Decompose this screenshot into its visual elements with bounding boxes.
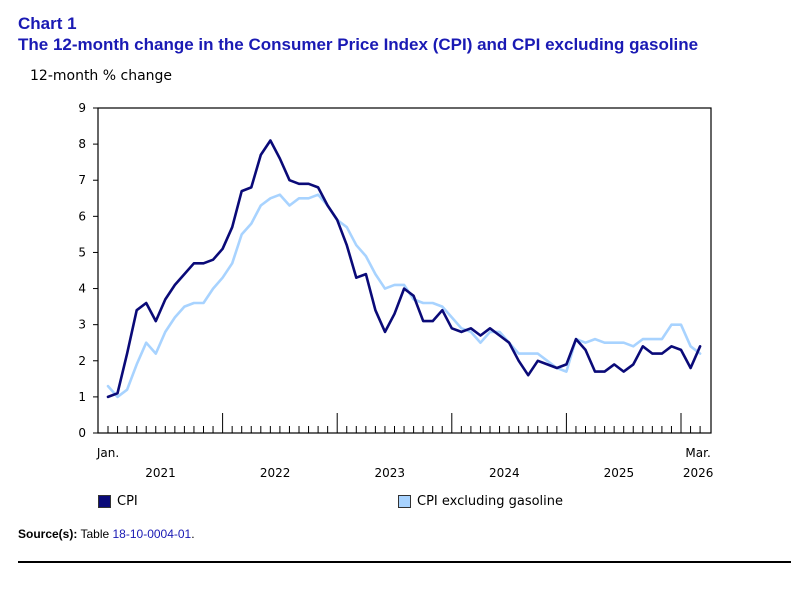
legend-label-cpi-ex-gasoline: CPI excluding gasoline	[417, 494, 564, 509]
series-line-cpi-ex-gasoline	[106, 193, 702, 399]
y-tick-label: 9	[78, 101, 86, 115]
chart-title: The 12-month change in the Consumer Pric…	[18, 35, 699, 54]
legend-item-cpi: CPI	[98, 494, 138, 509]
legend-swatch-cpi-ex-gasoline	[398, 495, 411, 508]
y-tick-label: 8	[78, 137, 86, 151]
y-tick-label: 0	[78, 426, 86, 440]
plot-frame	[97, 107, 712, 434]
x-year-label: 2023	[374, 466, 405, 480]
x-year-label: 2021	[145, 466, 176, 480]
x-tick-label-start: Jan.	[96, 446, 119, 460]
legend-label-cpi: CPI	[117, 494, 138, 509]
bottom-rule	[18, 561, 791, 563]
y-tick-label: 4	[78, 282, 86, 296]
source-note: Source(s): Table 18-10-0004-01.	[18, 527, 195, 541]
series-line-cpi	[106, 139, 702, 399]
y-tick-label: 5	[78, 245, 86, 259]
y-axis-label: 12-month % change	[30, 68, 173, 84]
x-year-label: 2022	[260, 466, 291, 480]
x-year-label: 2024	[489, 466, 520, 480]
y-tick-label: 1	[78, 390, 86, 404]
x-year-label: 2026	[683, 466, 714, 480]
source-suffix: .	[191, 527, 195, 541]
source-label: Source(s):	[18, 527, 78, 541]
legend-item-cpi-ex-gasoline: CPI excluding gasoline	[398, 494, 563, 509]
legend-swatch-cpi	[98, 495, 111, 508]
y-tick-label: 2	[78, 354, 86, 368]
x-year-label: 2025	[604, 466, 635, 480]
y-tick-label: 6	[78, 209, 86, 223]
source-table-link[interactable]: 18-10-0004-01	[112, 527, 192, 541]
chart-number: Chart 1	[18, 14, 77, 33]
y-tick-label: 7	[78, 173, 86, 187]
source-text: Table	[80, 527, 110, 541]
y-tick-label: 3	[78, 318, 86, 332]
x-tick-label-end: Mar.	[685, 446, 710, 460]
